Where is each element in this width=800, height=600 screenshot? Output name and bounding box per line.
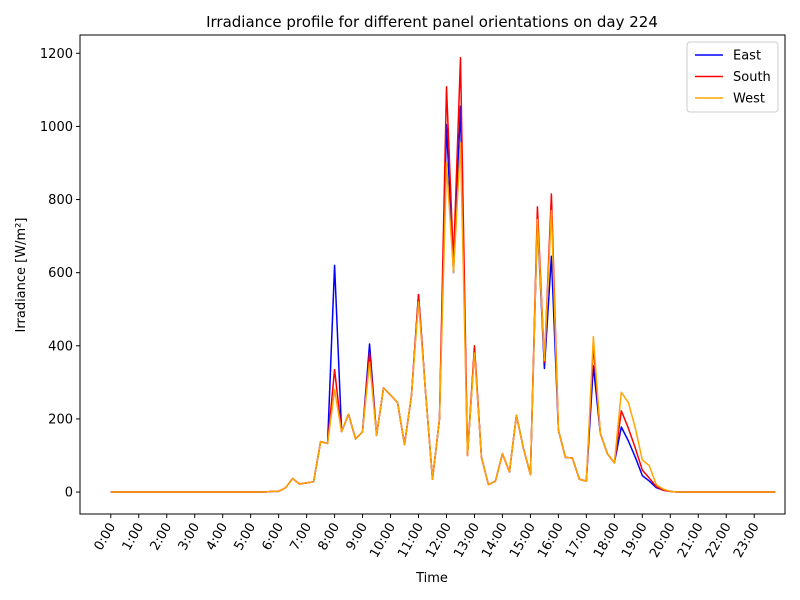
plot-frame [79, 34, 786, 515]
y-tick-label: 800 [48, 193, 73, 208]
y-tick-label: 1200 [40, 47, 73, 62]
series-line-west [110, 142, 776, 493]
legend-label-south: South [733, 70, 771, 85]
legend-label-east: East [733, 49, 761, 64]
y-tick-label: 200 [48, 412, 73, 427]
chart-title: Irradiance profile for different panel o… [206, 13, 658, 31]
y-axis: 0 200 400 600 800 1000 1200 [40, 47, 80, 501]
y-tick-label: 600 [48, 266, 73, 281]
legend-box [686, 41, 779, 113]
legend: East South West [686, 41, 779, 113]
y-tick-label: 0 [65, 486, 73, 501]
x-axis-label: Time [415, 571, 448, 586]
y-axis-label: Irradiance [W/m²] [14, 218, 29, 333]
legend-label-west: West [733, 92, 765, 107]
y-tick-label: 1000 [40, 120, 73, 135]
y-tick-label: 400 [48, 339, 73, 354]
plot-lines [110, 56, 776, 493]
